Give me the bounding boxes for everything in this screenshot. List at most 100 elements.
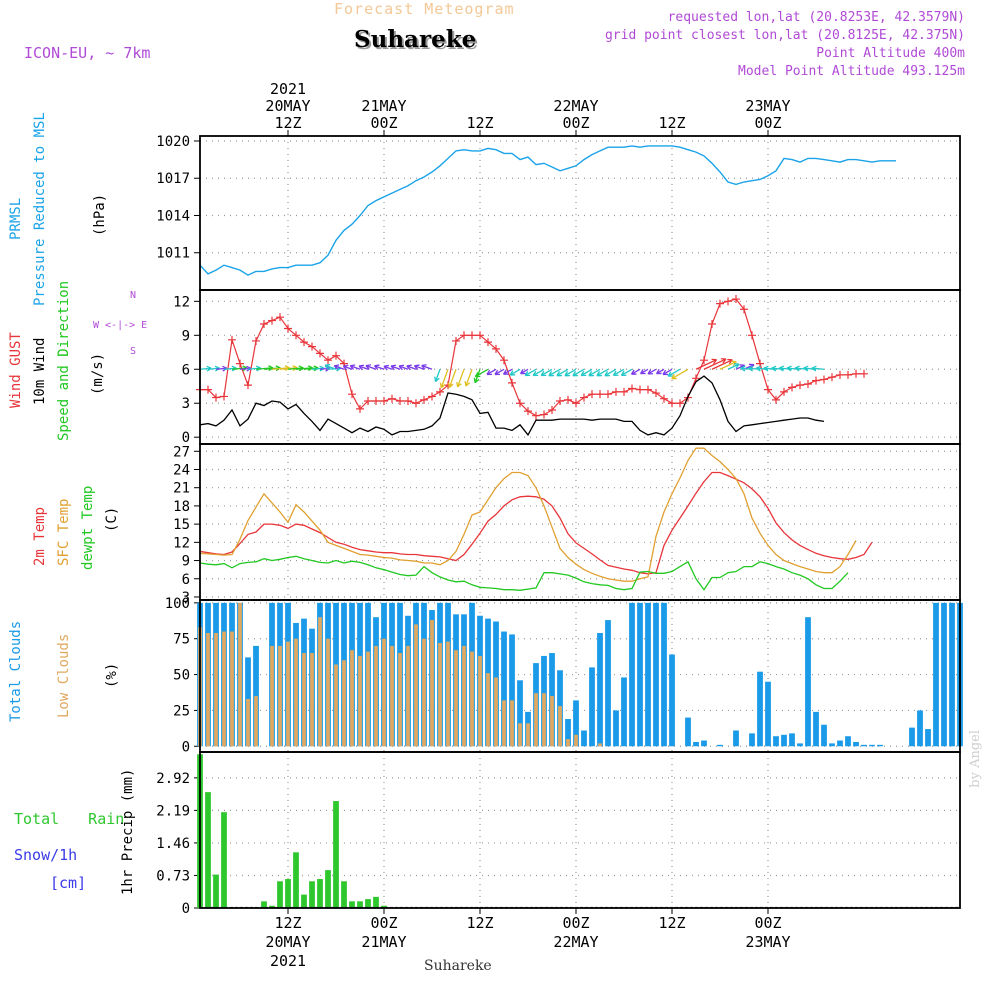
wind-arrow	[383, 365, 393, 370]
wind-arrow-head	[604, 371, 610, 377]
rain-bar	[285, 879, 291, 908]
y-tick-label: 1011	[156, 246, 190, 262]
wind-arrow-head	[580, 370, 587, 377]
gust-point	[844, 370, 852, 379]
gust-point	[292, 331, 300, 340]
gust-point	[316, 349, 324, 358]
gust-point	[284, 324, 292, 333]
time-label-bottom: 00Z	[562, 914, 589, 932]
time-label-bottom: 21MAY	[361, 933, 406, 951]
gust-point	[532, 411, 540, 420]
rain-bar	[213, 874, 219, 908]
rain-bar	[309, 881, 315, 908]
gust-point	[324, 356, 332, 365]
wind-arrow	[311, 367, 325, 370]
y-tick-label: 0.73	[156, 868, 190, 884]
low-cloud-bar	[286, 641, 290, 747]
low-cloud-bar	[414, 624, 418, 747]
gust-point	[308, 342, 316, 351]
model-label: ICON-EU, ~ 7km	[24, 44, 151, 62]
compass-n: N	[130, 290, 137, 301]
wind-arrow	[556, 368, 569, 377]
wind-arrow-head	[333, 364, 340, 370]
wind-arrow-head	[421, 364, 427, 370]
gust-point	[476, 331, 484, 340]
gust-point	[668, 399, 676, 408]
gust-point	[836, 370, 844, 379]
rain-bar	[365, 899, 371, 908]
low-cloud-bar	[326, 638, 330, 747]
sfc-temp-line	[199, 447, 857, 582]
gust-point	[412, 399, 420, 408]
gust-point	[508, 378, 516, 387]
gust-point	[820, 375, 828, 384]
wind-arrow	[662, 368, 673, 376]
rain-bar	[341, 881, 347, 908]
total-cloud-bar	[605, 620, 611, 747]
gust-point	[236, 359, 244, 368]
low-cloud-bar	[422, 638, 426, 747]
wind-arrow-head	[464, 381, 471, 387]
wind-arrow-head	[374, 364, 380, 370]
rain-bar	[261, 901, 267, 908]
low-cloud-bar	[438, 643, 442, 747]
chart-title: Forecast Meteogram	[334, 0, 515, 18]
wind-arrow	[334, 365, 345, 370]
total-cloud-bar	[637, 602, 643, 747]
wind-arrow-head	[556, 371, 562, 377]
wind-arrow	[271, 367, 290, 370]
total-cloud-bar	[789, 733, 795, 747]
total-cloud-bar	[253, 645, 259, 747]
gust-point	[852, 369, 860, 378]
gust-point	[484, 338, 492, 347]
gust-point	[356, 404, 364, 413]
wind-arrow	[231, 367, 248, 370]
low-cloud-bar	[310, 653, 314, 747]
gust-point	[764, 385, 772, 394]
total-cloud-bar	[949, 602, 955, 747]
wind-arrow	[303, 367, 319, 370]
gust-point	[388, 394, 396, 403]
total-cloud-bar	[877, 744, 883, 747]
wind-arrow-head	[572, 371, 578, 377]
y-tick-label: 1014	[156, 208, 190, 224]
rain-bar	[381, 905, 387, 908]
wind-arrow	[548, 368, 561, 377]
gust-point	[620, 387, 628, 396]
panel-frame	[199, 751, 961, 909]
low-cloud-bar	[214, 632, 218, 747]
y-tick-label: 15	[173, 517, 190, 533]
gust-point	[572, 399, 580, 408]
wind-arrow-head	[532, 370, 539, 377]
gust-point	[244, 381, 252, 390]
wind-arrow-head	[803, 365, 809, 372]
gust-point	[372, 396, 380, 405]
y-tick-label: 0	[182, 430, 190, 446]
time-label-top: 20MAY	[265, 97, 310, 115]
gust-point	[460, 331, 468, 340]
precip-label-snow: Snow/1h	[14, 846, 78, 864]
wind-arrow-head	[324, 363, 331, 370]
gust-point	[660, 394, 668, 403]
gust-point	[500, 356, 508, 365]
low-cloud-bar	[462, 645, 466, 747]
low-cloud-bar	[454, 650, 458, 747]
time-label-top: 21MAY	[361, 97, 406, 115]
wind-arrow-head	[711, 358, 718, 365]
time-label-top: 12Z	[466, 114, 493, 132]
gust-line	[200, 298, 864, 417]
total-cloud-bar	[629, 602, 635, 747]
y-tick-label: 18	[173, 499, 190, 515]
wind-arrow	[279, 367, 298, 370]
wind-arrow	[520, 368, 529, 375]
wind-arrow	[735, 364, 745, 370]
rain-bar	[373, 896, 379, 908]
total-cloud-bar	[861, 744, 867, 747]
gust-point	[612, 387, 620, 396]
gust-point	[260, 319, 268, 328]
gust-point	[468, 331, 476, 340]
wind-arrow	[811, 367, 825, 370]
y-tick-label: 9	[182, 328, 190, 344]
time-label-bottom: 20MAY	[265, 933, 310, 951]
wind-arrow-head	[447, 382, 454, 388]
